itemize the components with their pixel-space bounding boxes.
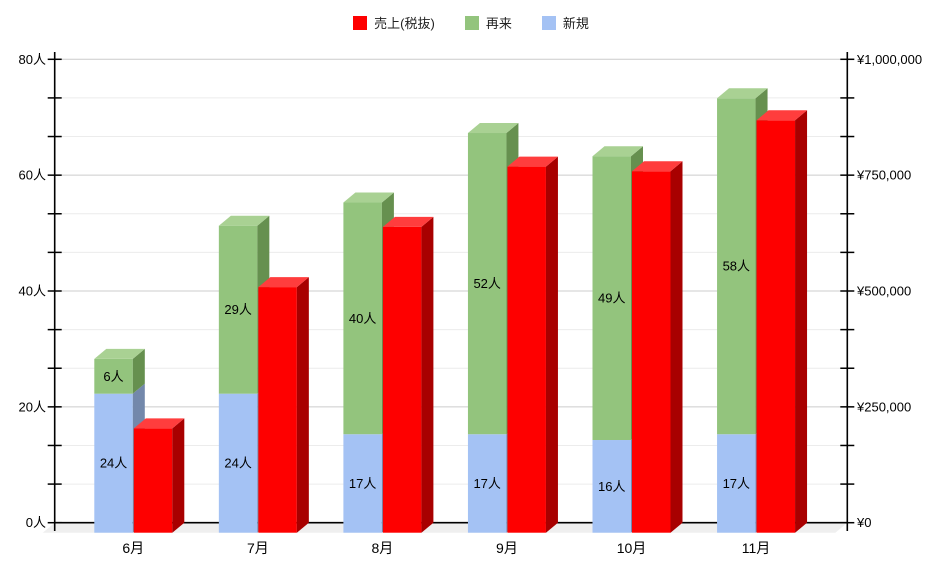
right-axis-label: ¥250,000 <box>856 399 911 414</box>
bar-returning-8月-top <box>343 192 394 203</box>
bar-label-new: 24人 <box>224 456 251 471</box>
bar-sales-11月[interactable] <box>756 110 808 533</box>
legend-label-returning: 再来 <box>485 16 512 31</box>
bar-new-11月-front <box>717 434 756 533</box>
bar-returning-8月-front <box>343 202 382 435</box>
bar-sales-10月-side <box>670 161 683 533</box>
bar-label-returning: 40人 <box>349 311 376 326</box>
bar-new-7月-front <box>218 393 258 533</box>
bar-sales-7月-front <box>258 287 297 533</box>
bar-returning-9月-top <box>467 123 519 134</box>
bar-sales-8月-side <box>421 216 434 533</box>
legend-label-sales: 売上(税抜) <box>374 16 435 31</box>
bar-label-returning: 58人 <box>723 259 750 274</box>
x-axis-label: 9月 <box>496 540 518 556</box>
x-axis-label: 10月 <box>617 540 647 556</box>
bar-label-returning: 49人 <box>598 291 625 306</box>
bar-returning-6月-side <box>132 348 145 394</box>
bar-sales-8月-top <box>382 216 434 227</box>
x-axis-label: 6月 <box>122 540 144 556</box>
right-axis-label: ¥0 <box>856 515 871 530</box>
bar-returning-9月-front <box>467 133 507 435</box>
bar-sales-6月[interactable] <box>133 418 185 533</box>
bar-sales-8月-front <box>382 226 422 533</box>
legend: 売上(税抜) 再来 新規 <box>0 13 942 32</box>
legend-swatch-sales <box>353 15 368 30</box>
bar-label-returning: 6人 <box>103 369 123 384</box>
bar-label-new: 24人 <box>100 456 127 471</box>
bar-returning-7月-top <box>218 215 270 226</box>
x-axis-label: 8月 <box>372 540 394 556</box>
bar-sales-6月-top <box>133 418 185 429</box>
legend-item-returning[interactable]: 再来 <box>464 13 512 32</box>
bar-sales-9月[interactable] <box>507 156 558 533</box>
bar-label-new: 17人 <box>723 476 750 491</box>
bar-sales-7月-side <box>296 277 309 533</box>
legend-swatch-new <box>541 15 556 30</box>
bar-sales-10月-top <box>632 161 683 172</box>
left-axis-label: 60人 <box>19 168 46 183</box>
bar-new-10月-front <box>592 440 631 533</box>
bar-sales-6月-side <box>172 418 185 533</box>
bar-sales-7月[interactable] <box>258 277 309 533</box>
bar-new-8月-front <box>343 434 382 533</box>
x-axis-label: 7月 <box>247 540 269 556</box>
bar-returning-6月-top <box>94 348 145 359</box>
right-axis-label: ¥500,000 <box>856 284 911 299</box>
legend-item-new[interactable]: 新規 <box>541 13 589 32</box>
bar-returning-10月-front <box>592 156 631 441</box>
bar-label-returning: 52人 <box>473 276 500 291</box>
bar-sales-11月-top <box>756 110 808 121</box>
bar-returning-6月[interactable] <box>94 348 145 394</box>
bar-sales-6月-front <box>133 428 173 533</box>
bar-sales-9月-front <box>507 166 546 533</box>
bar-sales-7月-top <box>258 277 309 288</box>
bar-sales-9月-side <box>545 156 558 533</box>
bar-sales-11月-front <box>756 120 796 533</box>
bar-sales-10月-front <box>632 171 671 533</box>
bar-returning-6月-front <box>94 358 133 394</box>
legend-swatch-returning <box>464 15 479 30</box>
bar-returning-7月-front <box>218 225 258 394</box>
left-axis-label: 20人 <box>19 399 46 414</box>
bar-sales-10月[interactable] <box>632 161 683 533</box>
left-axis-label: 0人 <box>26 515 46 530</box>
bar-new-6月-front <box>94 393 133 533</box>
bar-sales-9月-top <box>507 156 558 167</box>
bar-label-new: 17人 <box>349 476 376 491</box>
bar-returning-10月-top <box>592 146 643 157</box>
bar-label-new: 16人 <box>598 479 625 494</box>
right-axis-label: ¥750,000 <box>856 168 911 183</box>
bar-sales-8月[interactable] <box>382 216 434 533</box>
legend-label-new: 新規 <box>562 16 589 31</box>
bar-label-new: 17人 <box>473 476 500 491</box>
x-axis-label: 11月 <box>742 540 771 556</box>
legend-item-sales[interactable]: 売上(税抜) <box>353 13 435 32</box>
bar-new-9月-front <box>467 434 507 533</box>
left-axis-label: 80人 <box>19 52 46 67</box>
bar-sales-11月-side <box>795 110 808 533</box>
bar-returning-11月-top <box>717 88 768 99</box>
right-axis-label: ¥1,000,000 <box>856 52 922 67</box>
left-axis-label: 40人 <box>19 284 46 299</box>
bar-returning-11月-front <box>717 98 756 435</box>
bar-label-returning: 29人 <box>224 302 251 317</box>
